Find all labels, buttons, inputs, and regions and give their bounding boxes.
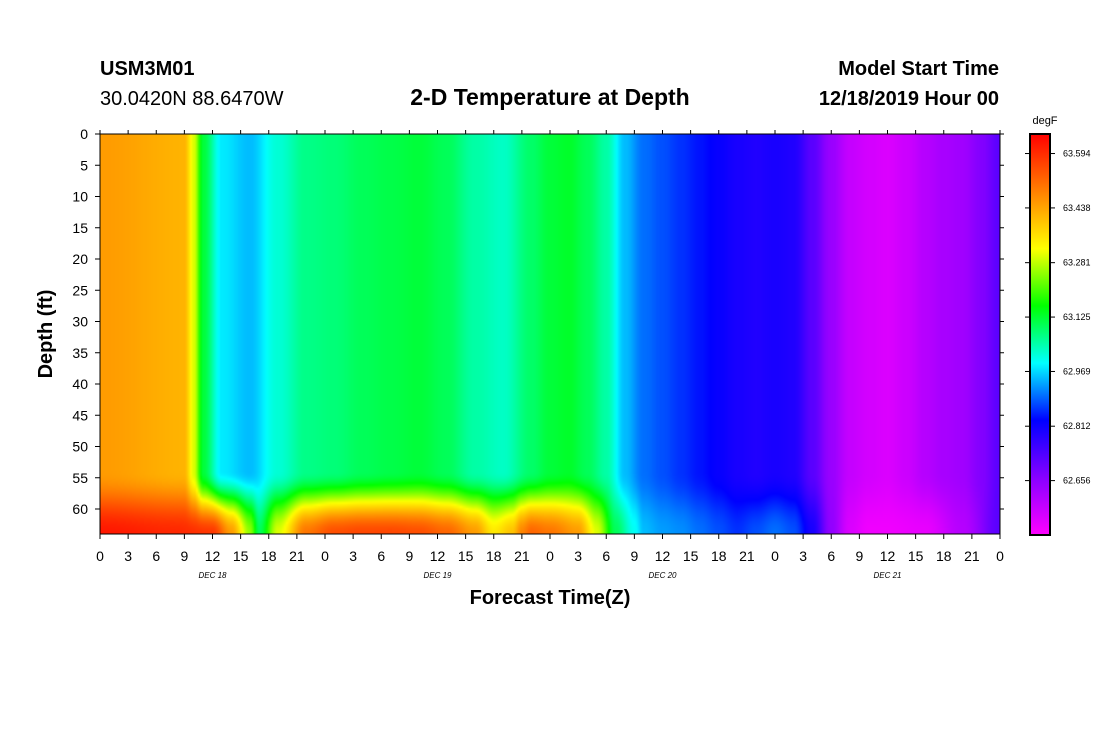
colorbar-tick-label: 63.125 — [1063, 312, 1091, 322]
x-day-label: DEC 18 — [198, 571, 227, 580]
colorbar-ticks: 63.594 63.438 63.281 63.125 62.969 62.812 62.6… — [1025, 149, 1091, 486]
x-tick-label: 12 — [880, 548, 896, 564]
y-tick-label: 25 — [72, 282, 88, 298]
heatmap-plot — [99, 133, 1001, 535]
x-tick-label: 12 — [655, 548, 671, 564]
x-tick-label: 18 — [261, 548, 277, 564]
x-tick-label: 3 — [799, 548, 807, 564]
station-location: 30.0420N 88.6470W — [100, 88, 284, 110]
y-tick-label: 45 — [72, 407, 88, 423]
y-tick-label: 15 — [72, 220, 88, 236]
x-tick-label: 21 — [514, 548, 530, 564]
x-tick-label: 15 — [233, 548, 249, 564]
x-tick-label: 3 — [574, 548, 582, 564]
x-tick-label: 0 — [996, 548, 1004, 564]
colorbar-gradient — [1029, 133, 1051, 536]
x-tick-label: 9 — [180, 548, 188, 564]
x-day-label: DEC 20 — [648, 571, 677, 580]
colorbar-tick-label: 62.656 — [1063, 476, 1091, 486]
x-day-label: DEC 21 — [873, 571, 901, 580]
y-axis-label: Depth (ft) — [35, 290, 57, 379]
y-axis: 0 5 10 15 20 25 30 35 40 45 50 55 60 — [72, 126, 1004, 517]
x-tick-label: 3 — [124, 548, 132, 564]
model-start-value: 12/18/2019 Hour 00 — [819, 88, 999, 110]
x-tick-label: 15 — [683, 548, 699, 564]
x-tick-label: 21 — [289, 548, 305, 564]
x-tick-label: 18 — [711, 548, 727, 564]
x-axis: 0 3 6 9 12 15 18 21 0 3 6 9 12 15 18 21 0 3 6 9 12 15 18 21 0 3 6 9… — [96, 130, 1004, 580]
y-tick-label: 20 — [72, 251, 88, 267]
colorbar-tick-label: 63.438 — [1063, 203, 1091, 213]
x-tick-label: 9 — [405, 548, 413, 564]
heatmap-cells — [100, 134, 1000, 534]
x-tick-label: 21 — [739, 548, 755, 564]
y-tick-label: 5 — [80, 157, 88, 173]
station-id: USM3M01 — [100, 58, 194, 80]
colorbar-tick-label: 62.969 — [1063, 366, 1091, 376]
x-tick-label: 18 — [486, 548, 502, 564]
x-tick-label: 6 — [377, 548, 385, 564]
y-tick-label: 0 — [80, 126, 88, 142]
y-tick-label: 30 — [72, 314, 88, 330]
x-tick-label: 15 — [458, 548, 474, 564]
x-tick-label: 12 — [205, 548, 221, 564]
y-tick-label: 10 — [72, 189, 88, 205]
colorbar-tick-label: 63.594 — [1063, 149, 1091, 159]
x-tick-label: 21 — [964, 548, 980, 564]
x-day-label: DEC 19 — [423, 571, 452, 580]
colorbar-unit: degF — [1032, 115, 1057, 127]
x-tick-label: 9 — [630, 548, 638, 564]
colorbar-tick-label: 63.281 — [1063, 258, 1091, 268]
model-start-label: Model Start Time — [838, 58, 999, 80]
x-tick-label: 0 — [546, 548, 554, 564]
chart-title: 2-D Temperature at Depth — [410, 84, 689, 110]
x-tick-label: 12 — [430, 548, 446, 564]
x-axis-label: Forecast Time(Z) — [470, 587, 631, 609]
x-tick-label: 3 — [349, 548, 357, 564]
colorbar-tick-label: 62.812 — [1063, 421, 1091, 431]
x-tick-label: 0 — [96, 548, 104, 564]
colorbar: degF 63.594 63.438 63.281 63.125 62.969 62.81… — [1025, 115, 1091, 536]
y-tick-label: 40 — [72, 376, 88, 392]
x-tick-label: 6 — [152, 548, 160, 564]
y-tick-label: 55 — [72, 470, 88, 486]
x-tick-label: 6 — [602, 548, 610, 564]
x-tick-label: 0 — [321, 548, 329, 564]
x-tick-label: 9 — [855, 548, 863, 564]
y-tick-label: 50 — [72, 439, 88, 455]
x-tick-label: 18 — [936, 548, 952, 564]
y-tick-label: 60 — [72, 501, 88, 517]
y-tick-label: 35 — [72, 345, 88, 361]
x-tick-label: 15 — [908, 548, 924, 564]
x-tick-label: 0 — [771, 548, 779, 564]
x-tick-label: 6 — [827, 548, 835, 564]
